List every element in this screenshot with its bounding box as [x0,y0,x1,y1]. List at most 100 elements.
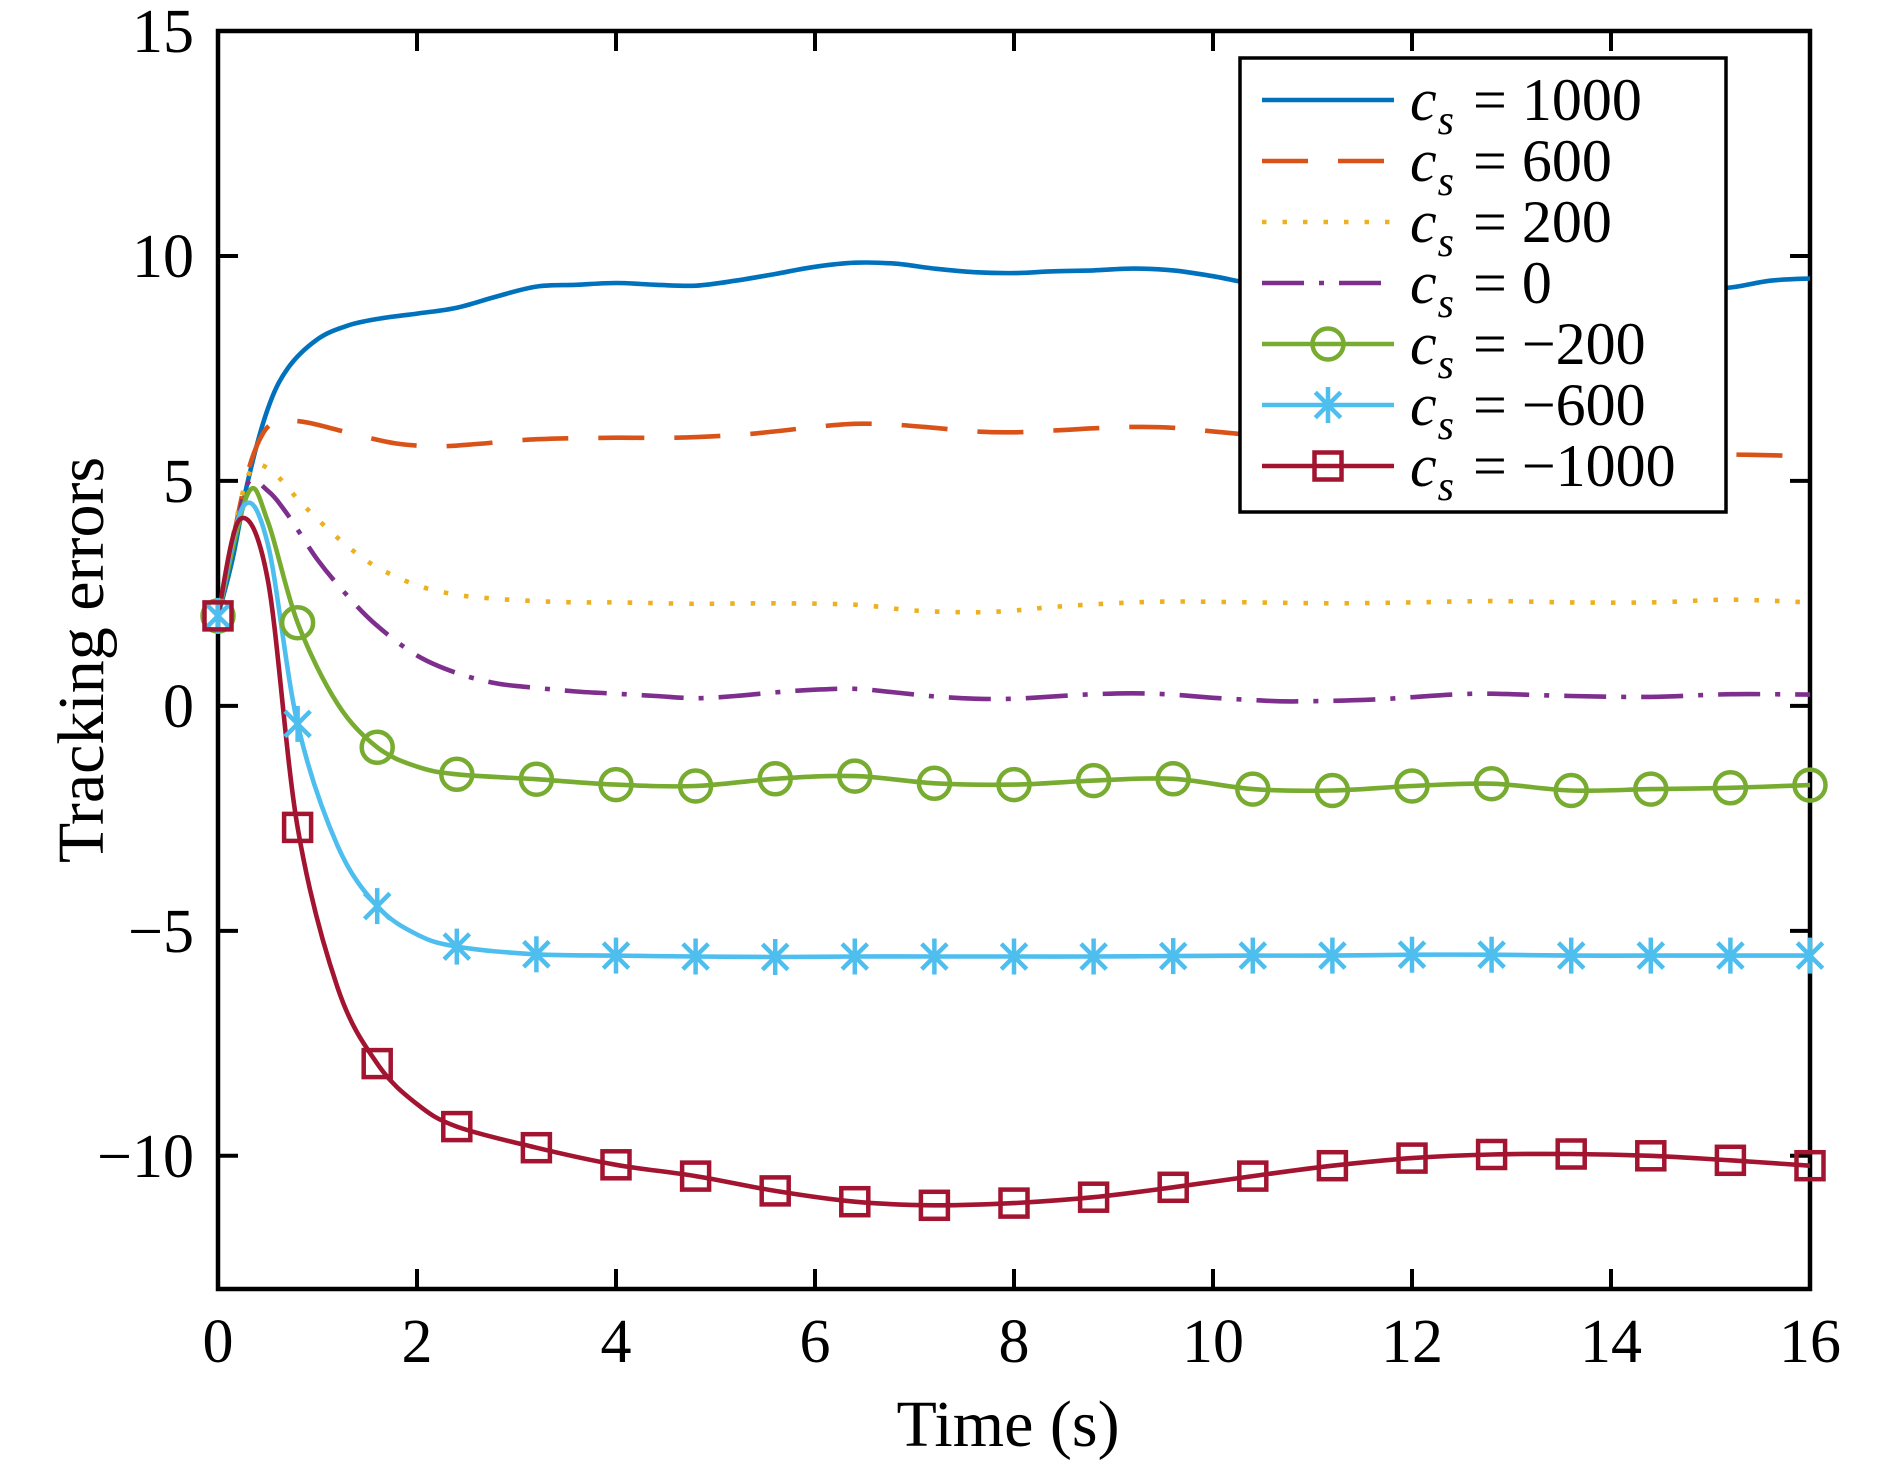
asterisk-arm [601,941,631,970]
asterisk-arm [1477,940,1506,969]
square-marker [361,1047,393,1080]
series-line-cs600 [218,417,1810,617]
legend-label-csm1000: cs = −1000 [1410,433,1676,510]
square-marker [1475,1138,1508,1171]
series-marker-csm200 [518,761,555,797]
x-tick-label-10: 10 [1182,1308,1244,1376]
series-marker-csm200 [1314,772,1351,809]
square-marker [520,1131,553,1164]
circle-marker [1553,772,1589,809]
circle-marker [677,768,714,804]
series-marker-csm1000 [1396,1142,1428,1174]
x-tick-label-14: 14 [1580,1308,1642,1376]
series-marker-csm1000 [1555,1138,1587,1170]
circle-marker [837,758,873,794]
series-marker-csm1000 [441,1110,473,1143]
series-marker-csm1000 [600,1149,632,1181]
legend-label-csm200: cs = −200 [1410,311,1646,388]
square-marker [1714,1144,1747,1177]
legend-row-csm600: cs = −600 [1262,372,1646,449]
legend-row-cs200: cs = 200 [1262,189,1612,266]
square-marker [1316,1149,1349,1182]
series-marker-csm200 [837,758,873,794]
series-marker-csm1000 [1635,1140,1667,1172]
series-marker-csm600 [840,938,870,975]
circle-marker [598,766,634,803]
legend-marker-csm600 [1313,387,1343,423]
series-line-csm1000 [218,515,1810,1208]
series-marker-csm1000 [1475,1138,1508,1171]
series-marker-csm1000 [1714,1144,1747,1177]
circle-marker [1633,771,1669,807]
legend-label-cs0: cs = 0 [1410,250,1552,327]
asterisk-arm [840,942,870,971]
series-marker-csm200 [439,756,475,793]
asterisk-arm [1318,941,1347,970]
x-tick-label-4: 4 [601,1308,632,1376]
circle-marker [757,761,793,797]
series-marker-csm200 [1633,771,1669,807]
series-marker-csm600 [999,938,1029,975]
series-line-csm600 [218,500,1810,960]
circle-marker [1473,765,1510,802]
circle-marker [279,604,316,641]
series-marker-csm1000 [918,1189,951,1222]
series-marker-csm1000 [1237,1160,1269,1192]
square-marker [1635,1140,1667,1172]
asterisk-arm [362,891,392,921]
series-marker-csm200 [1712,770,1749,806]
axes: 0 2 4 6 8 10 12 14 16 15 10 5 0 −5 −10 [97,0,1841,1376]
legend-label-cs200: cs = 200 [1410,189,1612,266]
square-marker [202,600,234,632]
asterisk-arm [681,942,710,971]
series-marker-csm600 [522,936,551,973]
asterisk-arm [1556,941,1586,970]
y-axis-label: Tracking errors [45,457,118,863]
square-marker [441,1110,473,1143]
y-tick-label--10: −10 [97,1123,194,1191]
asterisk-arm [522,939,551,969]
square-marker [1312,450,1344,482]
square-marker [1157,1171,1189,1204]
series-marker-csm1000 [839,1185,871,1218]
circle-marker [1155,761,1191,797]
legend-row-csm1000: cs = −1000 [1262,433,1676,510]
circle-marker [1712,770,1749,806]
legend-label-cs600: cs = 600 [1410,128,1612,205]
series-marker-csm1000 [1316,1149,1349,1182]
series-marker-csm600 [1716,937,1745,974]
x-tick-label-16: 16 [1779,1308,1841,1376]
series-marker-csm200 [1553,772,1589,809]
series-marker-csm1000 [361,1047,393,1080]
circle-marker [1235,771,1271,807]
series-marker-csm200 [1394,768,1430,804]
square-marker [281,811,314,844]
legend-row-cs600: cs = 600 [1262,128,1612,205]
asterisk-arm [203,601,233,631]
y-tick-label-10: 10 [132,223,194,291]
series-marker-csm600 [1238,937,1268,974]
y-tick-label-15: 15 [132,0,194,66]
legend-marker-csm200 [1310,326,1346,362]
markers [200,597,1828,1222]
circle-marker [1075,762,1112,799]
asterisk-arm [1079,942,1108,971]
series-line-cs200 [218,462,1810,617]
series-marker-csm600 [1477,936,1506,973]
square-marker [1396,1142,1428,1174]
series-marker-csm1000 [679,1160,712,1192]
circle-marker [439,756,475,793]
series-marker-csm600 [362,888,392,925]
series-marker-csm600 [283,705,312,742]
legend-row-cs0: cs = 0 [1262,250,1552,327]
asterisk-arm [1313,390,1343,420]
square-marker [1794,1149,1826,1182]
x-tick-label-2: 2 [402,1308,433,1376]
circle-marker [996,766,1032,803]
square-marker [998,1187,1030,1219]
square-marker [759,1175,791,1207]
series-marker-csm600 [920,938,949,975]
x-tick-label-8: 8 [999,1308,1030,1376]
